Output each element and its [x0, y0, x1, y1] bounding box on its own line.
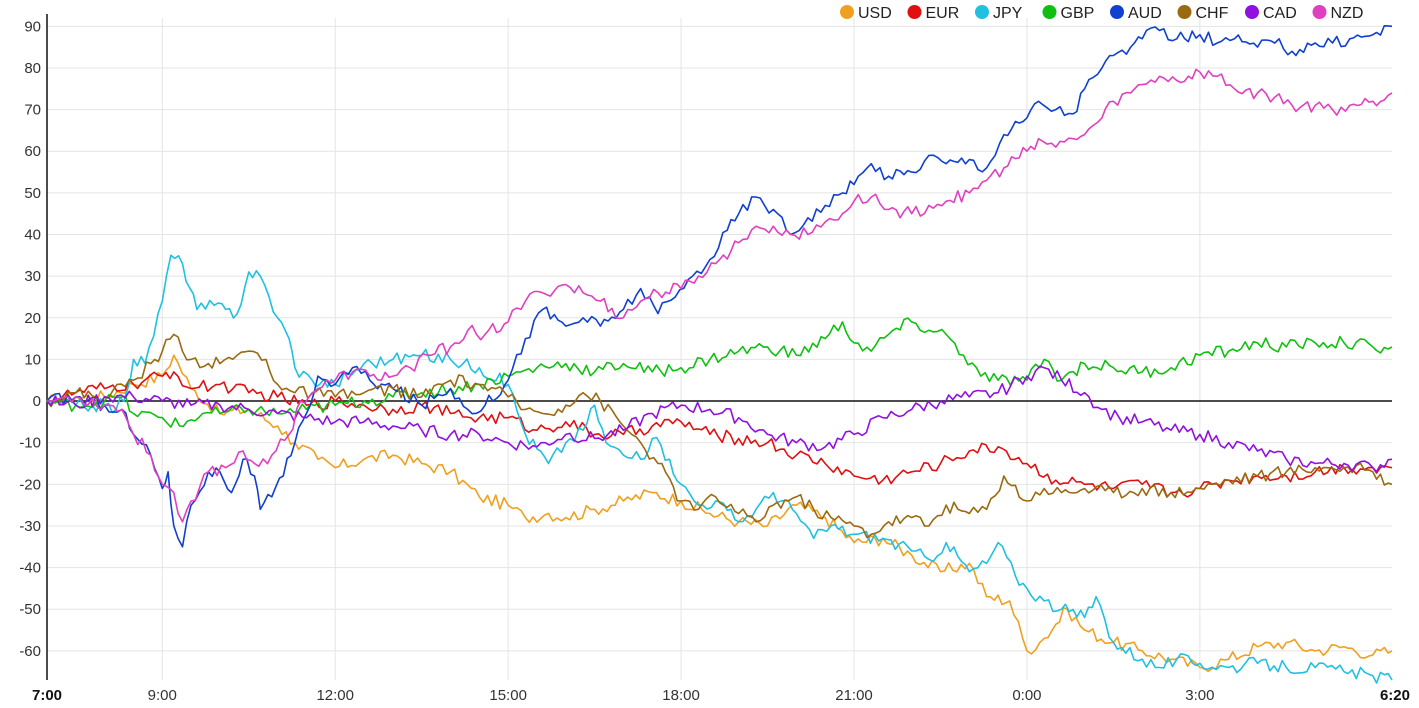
legend-swatch-aud — [1110, 5, 1124, 19]
x-tick-label: 9:00 — [148, 687, 177, 704]
y-tick-label: 50 — [24, 185, 41, 202]
y-tick-label: -10 — [19, 435, 41, 452]
y-tick-label: 60 — [24, 143, 41, 160]
axes: 90 80 70 60 50 40 30 20 10 0 -10 -20 -30 -40 -50 -60 7:0… — [19, 14, 1410, 704]
series-line-chf — [46, 333, 1393, 539]
y-tick-label: 10 — [24, 351, 41, 368]
x-tick-label: 21:00 — [835, 687, 873, 704]
series-line-cad — [46, 365, 1393, 473]
legend-swatch-usd — [840, 5, 854, 19]
x-tick-label: 12:00 — [316, 687, 354, 704]
series-line-aud — [46, 25, 1393, 548]
legend-label-chf: CHF — [1196, 5, 1229, 22]
series-line-eur — [46, 371, 1393, 498]
legend-swatch-jpy — [975, 5, 989, 19]
x-tick-label: 3:00 — [1185, 687, 1214, 704]
grid — [47, 18, 1392, 680]
legend-swatch-cad — [1245, 5, 1259, 19]
legend-swatch-gbp — [1042, 5, 1057, 19]
y-tick-label: 20 — [24, 310, 41, 327]
y-tick-label: 30 — [24, 268, 41, 285]
legend-swatch-eur — [907, 5, 922, 19]
y-tick-label: -60 — [19, 643, 41, 660]
legend-label-gbp: GBP — [1061, 5, 1095, 22]
y-tick-label: 80 — [24, 60, 41, 77]
x-tick-label: 15:00 — [489, 687, 527, 704]
y-tick-label: 0 — [33, 393, 41, 410]
x-tick-label: 18:00 — [662, 687, 700, 704]
y-tick-label: -40 — [19, 560, 41, 577]
x-tick-label: 6:20 — [1380, 687, 1410, 704]
y-tick-label: -50 — [19, 601, 41, 618]
legend: USD EUR JPY GBP AUD CHF CAD NZD — [840, 5, 1363, 22]
y-tick-label: -20 — [19, 476, 41, 493]
legend-label-aud: AUD — [1128, 5, 1162, 22]
series-lines — [46, 25, 1393, 684]
series-line-nzd — [46, 68, 1393, 523]
legend-label-jpy: JPY — [993, 5, 1023, 22]
series-line-jpy — [46, 254, 1393, 684]
legend-label-eur: EUR — [926, 5, 960, 22]
y-tick-label: -30 — [19, 518, 41, 535]
x-tick-label: 0:00 — [1012, 687, 1041, 704]
y-tick-label: 40 — [24, 227, 41, 244]
y-tick-label: 90 — [24, 18, 41, 35]
legend-label-nzd: NZD — [1331, 5, 1364, 22]
series-line-usd — [46, 354, 1393, 673]
series-line-gbp — [46, 317, 1393, 428]
legend-swatch-nzd — [1312, 5, 1327, 19]
y-tick-label: 70 — [24, 102, 41, 119]
legend-label-usd: USD — [858, 5, 892, 22]
x-tick-label: 7:00 — [32, 687, 62, 704]
legend-swatch-chf — [1177, 5, 1192, 19]
legend-label-cad: CAD — [1263, 5, 1297, 22]
